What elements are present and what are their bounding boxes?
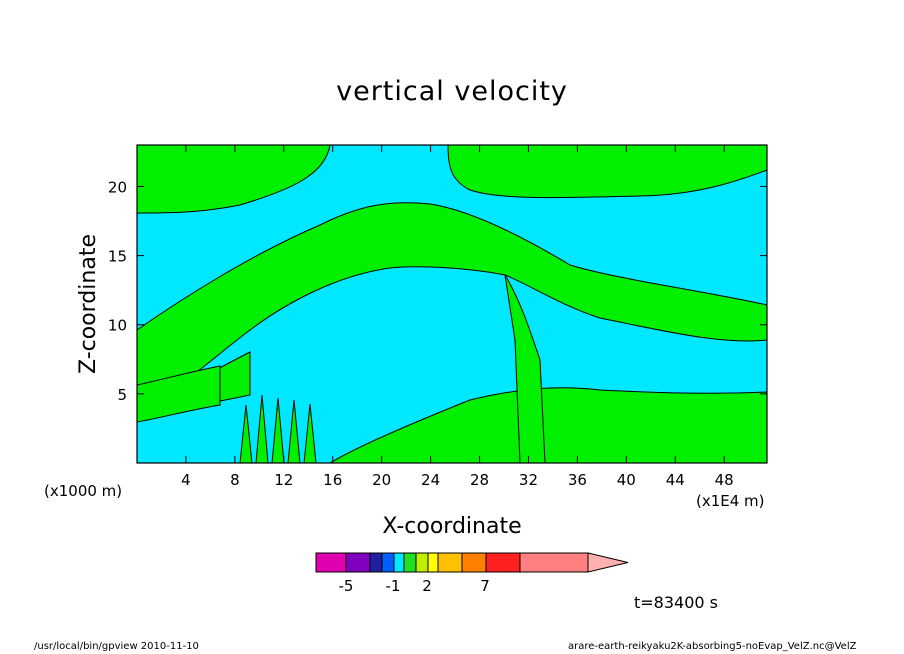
colorbar-segment xyxy=(369,552,383,573)
colorbar-segment xyxy=(427,552,439,573)
plot-frame xyxy=(136,144,768,464)
footer-program-info: /usr/local/bin/gpview 2010-11-10 xyxy=(34,641,199,652)
colorbar-segment xyxy=(485,552,521,573)
x-tick-label: 16 xyxy=(323,471,342,489)
x-tick-label: 24 xyxy=(421,471,440,489)
x-tick-label: 44 xyxy=(666,471,685,489)
x-tick-label: 32 xyxy=(519,471,538,489)
colorbar-segment xyxy=(315,552,347,573)
x-tick-label: 8 xyxy=(230,471,240,489)
colorbar-segment xyxy=(345,552,371,573)
x-tick-label: 48 xyxy=(715,471,734,489)
colorbar-tick-label: -1 xyxy=(386,577,401,595)
x-tick-label: 36 xyxy=(568,471,587,489)
y-tick-label: 15 xyxy=(108,248,127,266)
colorbar-tick-labels: -5 -1 2 7 xyxy=(339,577,490,595)
footer-file-info: arare-earth-reikyaku2K-absorbing5-noEvap… xyxy=(568,641,857,652)
chart-title: vertical velocity xyxy=(336,76,568,107)
colorbar-segment xyxy=(393,552,405,573)
y-axis-label: Z-coordinate xyxy=(76,234,101,374)
y-tick-label: 20 xyxy=(108,178,127,196)
x-tick-label: 4 xyxy=(181,471,191,489)
x-tick-label: 28 xyxy=(470,471,489,489)
colorbar-tick-label: 7 xyxy=(480,577,490,595)
colorbar-segment xyxy=(437,552,463,573)
x-tick-label: 40 xyxy=(617,471,636,489)
x-axis-scale-note: (x1E4 m) xyxy=(696,492,765,510)
colorbar-arrow xyxy=(587,552,629,573)
x-tick-label: 12 xyxy=(274,471,293,489)
time-annotation: t=83400 s xyxy=(634,593,718,612)
y-tick-label: 10 xyxy=(108,317,127,335)
x-tick-label: 20 xyxy=(372,471,391,489)
colorbar xyxy=(315,552,629,573)
colorbar-tick-label: 2 xyxy=(422,577,432,595)
x-axis-unit: (x1000 m) xyxy=(44,482,123,500)
colorbar-segment xyxy=(415,552,429,573)
colorbar-segment xyxy=(461,552,487,573)
y-axis-ticks: 5 10 15 20 xyxy=(108,178,767,404)
colorbar-segment xyxy=(519,552,589,573)
x-axis-label: X-coordinate xyxy=(382,514,522,539)
colorbar-tick-label: -5 xyxy=(339,577,354,595)
heatmap-positive-regions xyxy=(137,145,767,463)
x-axis-ticks: 4 8 12 16 20 24 28 32 36 40 44 48 xyxy=(181,145,734,489)
colorbar-segment xyxy=(403,552,417,573)
colorbar-segment xyxy=(381,552,395,573)
y-tick-label: 5 xyxy=(117,386,127,404)
